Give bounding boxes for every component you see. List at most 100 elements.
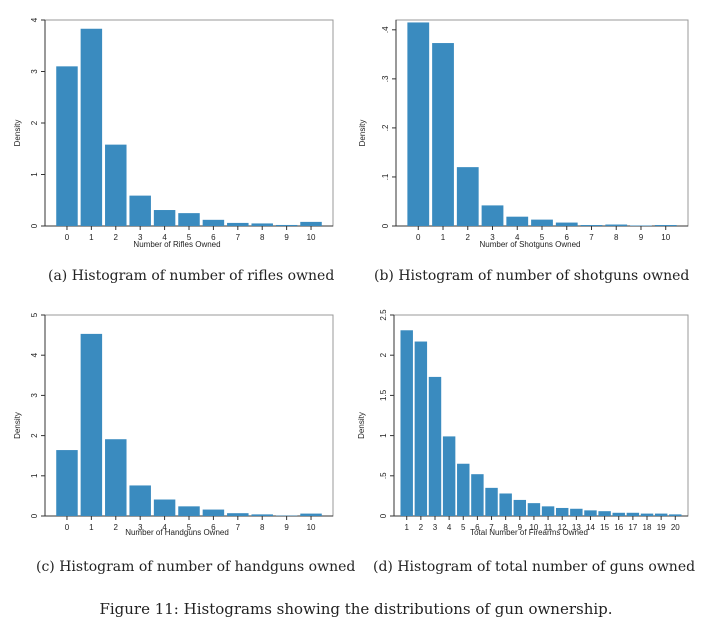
x-tick-label: 6 bbox=[565, 233, 570, 242]
histogram-bar bbox=[531, 219, 553, 226]
y-tick-label: 3 bbox=[30, 393, 39, 398]
histogram-bar bbox=[612, 512, 625, 516]
y-axis-label: Density bbox=[358, 120, 367, 147]
y-tick-label: .1 bbox=[381, 173, 390, 180]
x-tick-label: 7 bbox=[236, 523, 241, 532]
x-tick-label: 5 bbox=[187, 523, 192, 532]
y-tick-label: .3 bbox=[381, 75, 390, 82]
x-tick-label: 8 bbox=[503, 523, 508, 532]
caption-a: (a) Histogram of number of rifles owned bbox=[48, 268, 335, 284]
caption-b: (b) Histogram of number of shotguns owne… bbox=[374, 268, 690, 284]
x-tick-label: 2 bbox=[466, 233, 471, 242]
x-tick-label: 11 bbox=[544, 523, 553, 532]
histogram-bar bbox=[56, 66, 78, 226]
y-tick-label: 4 bbox=[30, 352, 39, 357]
chart-panel-a: 0 1 2 3 4 0 1 2 3 4 5 6 7 8 9 10 Number of Rifles Owned D… bbox=[0, 0, 356, 262]
histogram-bar bbox=[227, 222, 249, 226]
histogram-bar bbox=[481, 205, 504, 226]
histogram-bar bbox=[178, 506, 200, 516]
histogram-bar bbox=[580, 225, 603, 226]
y-tick-label: 1.5 bbox=[379, 389, 388, 401]
x-tick-label: 15 bbox=[600, 523, 609, 532]
histogram-bar bbox=[202, 509, 225, 516]
histogram-bar bbox=[555, 222, 578, 226]
x-tick-label: 1 bbox=[404, 523, 409, 532]
x-tick-label: 4 bbox=[515, 233, 520, 242]
y-tick-label: 2 bbox=[379, 352, 388, 357]
y-tick-label: 2 bbox=[30, 120, 39, 125]
x-tick-label: 1 bbox=[89, 523, 94, 532]
x-tick-label: 2 bbox=[114, 233, 119, 242]
histogram-bar bbox=[178, 213, 200, 227]
histogram-bar bbox=[407, 22, 430, 227]
x-tick-label: 8 bbox=[260, 233, 265, 242]
histogram-bar bbox=[527, 503, 541, 516]
y-tick-label: 1 bbox=[30, 172, 39, 177]
chart-panel-c: 0 1 2 3 4 5 0 1 2 3 4 5 6 7 8 9 10 Number of Handguns Own… bbox=[0, 295, 356, 550]
histogram-bar bbox=[80, 28, 103, 226]
histogram-bar bbox=[442, 436, 456, 516]
histogram-bar bbox=[105, 439, 127, 516]
histogram-bar bbox=[570, 508, 583, 516]
x-tick-label: 9 bbox=[518, 523, 523, 532]
histogram-bar bbox=[541, 506, 555, 516]
y-tick-label: 4 bbox=[30, 17, 39, 22]
y-tick-label: 0 bbox=[30, 223, 39, 228]
histogram-bar bbox=[471, 474, 484, 516]
histogram-bar bbox=[400, 330, 413, 516]
x-tick-label: 1 bbox=[441, 233, 446, 242]
histogram-bar bbox=[251, 223, 273, 226]
x-tick-label: 9 bbox=[284, 233, 289, 242]
x-tick-label: 3 bbox=[490, 233, 495, 242]
x-tick-label: 16 bbox=[614, 523, 623, 532]
x-axis-label: Number of Shotguns Owned bbox=[480, 240, 581, 249]
x-tick-label: 3 bbox=[433, 523, 438, 532]
x-tick-label: 3 bbox=[138, 233, 143, 242]
histogram-bar bbox=[506, 216, 529, 226]
x-tick-label: 13 bbox=[572, 523, 581, 532]
handguns-histogram: 0 1 2 3 4 5 0 1 2 3 4 5 6 7 8 9 10 Number of Handguns Own… bbox=[13, 312, 334, 537]
x-tick-label: 5 bbox=[540, 233, 545, 242]
histogram-bar bbox=[598, 511, 611, 516]
histogram-bar bbox=[513, 499, 527, 516]
y-axis-label: Density bbox=[357, 412, 366, 439]
x-axis-label: Total Number of Firearms Owned bbox=[470, 528, 588, 537]
x-tick-label: 20 bbox=[671, 523, 680, 532]
chart-panel-d: 0.5 1 1.5 2 2.5 1 2 3 4 5 6 7 8 9 10 11 12 13 14 15 16 17 18 19… bbox=[356, 295, 712, 550]
histogram-bar bbox=[227, 513, 249, 516]
x-tick-label: 10 bbox=[307, 523, 316, 532]
histogram-bar bbox=[300, 513, 322, 516]
y-tick-label: 2.5 bbox=[379, 309, 388, 321]
caption-c: (c) Histogram of number of handguns owne… bbox=[36, 559, 356, 575]
x-tick-label: 19 bbox=[657, 523, 666, 532]
x-tick-label: 9 bbox=[639, 233, 644, 242]
x-tick-label: 7 bbox=[489, 523, 494, 532]
y-tick-label: 0 bbox=[381, 223, 390, 228]
x-axis-label: Number of Handguns Owned bbox=[125, 528, 229, 537]
histogram-bar bbox=[129, 485, 151, 516]
histogram-bar bbox=[555, 507, 569, 516]
histogram-bar bbox=[654, 225, 677, 226]
y-axis-label: Density bbox=[13, 120, 22, 147]
histogram-bar bbox=[584, 510, 597, 516]
histogram-bar bbox=[105, 144, 127, 226]
x-tick-label: 1 bbox=[89, 233, 94, 242]
histogram-bar bbox=[640, 513, 654, 516]
total-guns-histogram: 0.511.522.51 2 3 4 5 6 7 8 9 10 11 12 13 14 15 16 17 18 19… bbox=[357, 309, 689, 537]
x-tick-label: 12 bbox=[558, 523, 567, 532]
x-tick-label: 7 bbox=[589, 233, 594, 242]
y-axis-label: Density bbox=[13, 412, 22, 439]
histogram-bar bbox=[499, 493, 512, 516]
x-tick-label: 5 bbox=[461, 523, 466, 532]
x-tick-label: 6 bbox=[211, 523, 216, 532]
y-tick-label: 5 bbox=[30, 312, 39, 317]
x-tick-label: 2 bbox=[114, 523, 119, 532]
x-axis-label: Number of Rifles Owned bbox=[133, 240, 220, 249]
histogram-bar bbox=[251, 514, 273, 516]
x-tick-label: 10 bbox=[529, 523, 538, 532]
x-tick-label: 8 bbox=[260, 523, 265, 532]
x-tick-label: 4 bbox=[162, 523, 167, 532]
x-tick-label: 5 bbox=[187, 233, 192, 242]
x-tick-label: 2 bbox=[419, 523, 424, 532]
x-tick-label: 10 bbox=[307, 233, 316, 242]
